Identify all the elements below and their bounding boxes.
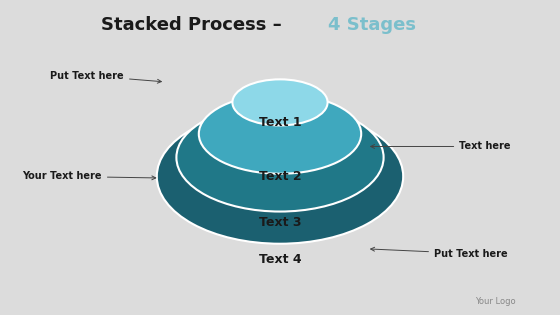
Text: Text 4: Text 4	[259, 253, 301, 266]
Text: Text 2: Text 2	[259, 170, 301, 183]
Ellipse shape	[232, 79, 328, 125]
Text: 4 Stages: 4 Stages	[328, 16, 416, 34]
Ellipse shape	[199, 94, 361, 174]
Text: Your Logo: Your Logo	[474, 296, 515, 306]
Text: Text 1: Text 1	[259, 116, 301, 129]
Text: Text here: Text here	[371, 141, 511, 152]
Ellipse shape	[176, 103, 384, 212]
Text: Put Text here: Put Text here	[371, 247, 507, 259]
Text: Your Text here: Your Text here	[22, 171, 156, 181]
Ellipse shape	[157, 109, 403, 244]
Text: Put Text here: Put Text here	[50, 71, 161, 83]
Text: Stacked Process –: Stacked Process –	[101, 16, 288, 34]
Text: Text 3: Text 3	[259, 215, 301, 229]
